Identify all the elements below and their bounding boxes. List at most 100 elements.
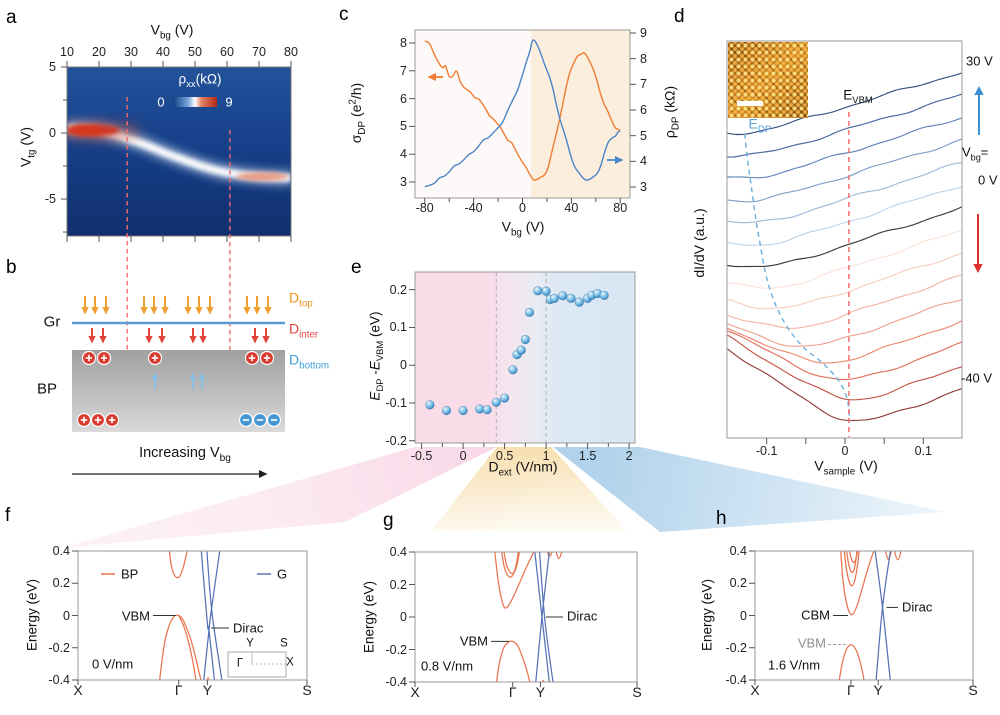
panel-label-d: d	[674, 6, 685, 27]
data-point	[566, 293, 576, 303]
tick-label: 4	[400, 146, 407, 161]
tick-label: 70	[252, 44, 266, 59]
tick-label: 9	[640, 25, 647, 40]
f-legend-bp: BP	[121, 566, 139, 582]
tick-label: 1.5	[578, 448, 597, 463]
tick-label: 20	[92, 44, 106, 59]
tick-label: 8	[400, 35, 407, 50]
d-x-axis-title: Vsample (V)	[814, 457, 878, 478]
g-dirac-annotation: Dirac	[567, 608, 598, 624]
data-point	[441, 405, 452, 416]
b-dinter-label: Dinter	[289, 320, 319, 341]
data-point	[558, 291, 568, 301]
data-point	[541, 286, 551, 296]
tick-label: 80	[613, 200, 628, 215]
f-dirac-annotation: Dirac	[233, 620, 264, 636]
tick-label: Γ	[508, 684, 517, 700]
a-y-axis-title: Vtg (V)	[17, 126, 38, 168]
tick-label: 0.4	[729, 543, 747, 558]
tick-label: 0.2	[52, 576, 70, 590]
tick-label: 8	[640, 51, 647, 66]
connector-beams	[62, 447, 946, 548]
panel-a-heatmap	[61, 61, 292, 242]
tick-label: -0.2	[725, 640, 747, 655]
stm-topography-inset	[728, 42, 808, 118]
d-edp-annotation: EDP	[748, 115, 772, 136]
panel-c-transport	[409, 29, 636, 204]
tick-label: Y	[202, 682, 213, 698]
tick-label: -0.5	[410, 448, 433, 463]
beam-blue	[553, 447, 946, 532]
g-field-label: 0.8 V/nm	[421, 658, 474, 674]
tick-label: Y	[873, 682, 883, 698]
tick-label: -0.4	[385, 674, 407, 689]
panel-e-scatter	[409, 271, 636, 449]
tick-label: S	[302, 682, 312, 698]
panel-label-e: e	[351, 257, 362, 278]
data-point	[458, 405, 468, 416]
data-point	[508, 365, 518, 375]
tick-label: 0.5	[495, 448, 514, 463]
data-point	[516, 345, 526, 355]
tick-label: 0.4	[52, 543, 70, 558]
tick-label: 6	[400, 91, 407, 106]
tick-label: 0.4	[389, 544, 407, 559]
tick-label: -0.4	[725, 672, 747, 687]
h-y-axis-title: Energy (eV)	[699, 578, 715, 652]
tick-label: 4	[640, 154, 647, 169]
d-y-axis-title: dI/dV (a.u.)	[691, 208, 707, 278]
f-field-label: 0 V/nm	[92, 656, 134, 672]
h-vbm-annotation: VBM	[797, 635, 826, 651]
tick-label: 40	[564, 200, 579, 215]
data-point	[533, 286, 543, 296]
c-x-axis-title: Vbg (V)	[501, 218, 545, 239]
panel-label-h: h	[716, 508, 727, 529]
data-point	[574, 297, 584, 307]
tick-label: -0.4	[48, 672, 70, 687]
f-inset-y: Y	[246, 637, 254, 650]
tick-label: -80	[415, 200, 434, 215]
panel-d-sts	[726, 40, 984, 444]
tick-label: X	[750, 682, 760, 698]
d-vbg-0: 0 V	[978, 172, 998, 188]
tick-label: 5	[400, 119, 407, 134]
data-point	[520, 334, 530, 345]
tick-label: 2	[625, 448, 633, 463]
tick-label: -5	[44, 191, 56, 206]
tick-label: Γ	[174, 682, 183, 698]
f-inset-s: S	[280, 637, 288, 650]
tick-label: 7	[400, 63, 407, 78]
f-y-axis-title: Energy (eV)	[24, 578, 40, 652]
tick-label: 0	[400, 609, 407, 624]
d-evbm-annotation: EVBM	[843, 87, 873, 107]
scale-bar	[737, 101, 763, 106]
tick-label: Y	[535, 684, 546, 700]
tick-label: 0	[841, 443, 849, 458]
tick-label: 0.2	[729, 576, 747, 590]
b-dtop-label: Dtop	[289, 289, 313, 310]
tick-label: 5	[49, 59, 56, 74]
tick-label: 60	[220, 44, 234, 59]
tick-label: 0.2	[389, 282, 407, 297]
data-point	[500, 393, 510, 403]
tick-label: 0	[400, 357, 407, 372]
f-vbm-annotation: VBM	[121, 608, 150, 624]
b-caption: Increasing Vbg	[139, 444, 231, 464]
e-y-axis-title: EDP -EVBM (eV)	[367, 311, 387, 401]
tick-label: -0.2	[48, 640, 70, 655]
panel-h-bands	[749, 550, 974, 685]
tick-label: Γ	[847, 682, 855, 698]
data-point	[599, 290, 609, 300]
tick-label: S	[968, 682, 978, 698]
data-point	[482, 405, 492, 415]
panel-label-c: c	[339, 4, 349, 25]
beam-orange	[431, 447, 627, 531]
d-vbg-30: 30 V	[966, 53, 993, 69]
tick-label: 1	[542, 448, 550, 463]
b-dbottom-label: Dbottom	[289, 351, 330, 372]
e-x-axis-title: Dext (V/nm)	[488, 458, 558, 479]
panel-label-f: f	[5, 505, 11, 526]
tick-label: -0.1	[385, 395, 407, 410]
